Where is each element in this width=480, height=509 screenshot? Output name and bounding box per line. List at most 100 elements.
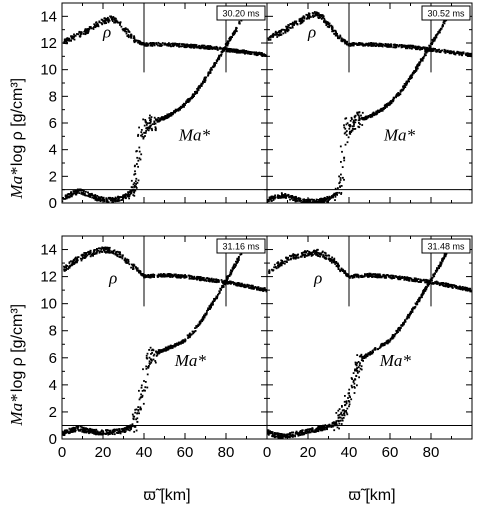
data-point bbox=[223, 283, 226, 286]
data-point bbox=[406, 47, 409, 50]
data-point bbox=[133, 190, 136, 193]
data-point bbox=[192, 43, 194, 46]
data-point bbox=[287, 193, 290, 196]
data-point bbox=[330, 258, 333, 261]
data-point bbox=[291, 195, 294, 197]
data-point bbox=[156, 274, 159, 277]
data-point bbox=[177, 109, 180, 112]
data-point bbox=[145, 274, 147, 277]
data-point bbox=[121, 430, 124, 433]
data-point bbox=[257, 52, 260, 54]
data-point bbox=[195, 277, 198, 280]
data-point bbox=[367, 274, 369, 277]
data-point bbox=[373, 44, 375, 46]
data-point bbox=[334, 187, 337, 190]
data-point bbox=[339, 269, 341, 272]
data-point bbox=[384, 274, 387, 277]
data-point bbox=[85, 194, 88, 197]
data-point bbox=[322, 255, 324, 258]
data-point bbox=[298, 19, 301, 22]
data-point bbox=[112, 428, 115, 431]
data-point bbox=[180, 107, 182, 109]
data-point bbox=[236, 50, 238, 53]
data-point bbox=[380, 45, 382, 47]
data-point bbox=[129, 424, 132, 427]
data-point bbox=[125, 427, 128, 430]
data-point bbox=[330, 24, 333, 27]
data-point bbox=[189, 332, 191, 335]
data-point bbox=[205, 280, 208, 282]
data-point bbox=[84, 252, 86, 254]
data-point bbox=[139, 406, 142, 409]
data-point bbox=[156, 120, 159, 123]
data-point bbox=[218, 55, 221, 58]
data-point bbox=[196, 276, 198, 279]
data-point bbox=[105, 247, 108, 250]
data-point bbox=[458, 53, 461, 56]
data-point bbox=[280, 33, 283, 36]
data-point bbox=[303, 198, 305, 201]
data-point bbox=[148, 42, 151, 45]
data-point bbox=[367, 115, 370, 117]
data-point bbox=[369, 272, 372, 275]
data-point bbox=[77, 33, 80, 36]
data-point bbox=[74, 429, 77, 432]
data-point bbox=[275, 34, 278, 36]
data-point bbox=[132, 268, 134, 270]
data-point bbox=[108, 432, 110, 434]
data-point bbox=[148, 274, 151, 277]
data-point bbox=[356, 273, 359, 276]
data-point bbox=[284, 195, 287, 198]
data-point bbox=[97, 196, 100, 198]
y-tick-label: 8 bbox=[49, 88, 57, 105]
y-tick-label: 0 bbox=[49, 431, 57, 448]
data-point bbox=[220, 289, 222, 291]
data-point bbox=[433, 37, 435, 39]
data-point bbox=[220, 54, 223, 57]
data-point bbox=[298, 18, 301, 21]
data-point bbox=[361, 111, 364, 114]
series-rho bbox=[267, 11, 472, 58]
data-point bbox=[114, 430, 116, 433]
data-point bbox=[353, 382, 356, 385]
data-point bbox=[197, 86, 200, 89]
data-point bbox=[149, 346, 152, 349]
data-point bbox=[187, 44, 190, 47]
data-point bbox=[248, 284, 250, 287]
data-point bbox=[278, 33, 280, 36]
data-point bbox=[332, 30, 335, 33]
data-point bbox=[446, 283, 449, 285]
data-points bbox=[267, 242, 472, 439]
data-point bbox=[412, 280, 415, 282]
data-point bbox=[437, 49, 440, 51]
data-point bbox=[358, 122, 360, 124]
data-point bbox=[155, 351, 158, 354]
data-point bbox=[114, 197, 117, 200]
data-point bbox=[148, 117, 151, 119]
data-point bbox=[214, 298, 216, 301]
data-point bbox=[326, 25, 329, 28]
data-point bbox=[232, 34, 234, 37]
data-point bbox=[184, 275, 186, 277]
data-point bbox=[411, 279, 414, 281]
data-point bbox=[231, 267, 234, 269]
data-point bbox=[364, 118, 367, 121]
data-point bbox=[415, 69, 418, 72]
data-point bbox=[347, 136, 350, 139]
data-point bbox=[113, 433, 116, 436]
data-point bbox=[428, 50, 430, 52]
data-point bbox=[338, 191, 340, 194]
data-point bbox=[341, 268, 344, 271]
data-point bbox=[210, 278, 212, 281]
data-point bbox=[94, 194, 97, 196]
data-point bbox=[384, 103, 387, 106]
data-point bbox=[187, 98, 190, 100]
data-point bbox=[258, 51, 261, 54]
data-point bbox=[369, 116, 372, 119]
data-point bbox=[394, 95, 397, 98]
data-point bbox=[398, 277, 401, 280]
data-point bbox=[357, 119, 360, 122]
data-point bbox=[230, 282, 232, 285]
data-point bbox=[331, 27, 334, 29]
data-point bbox=[338, 182, 341, 185]
